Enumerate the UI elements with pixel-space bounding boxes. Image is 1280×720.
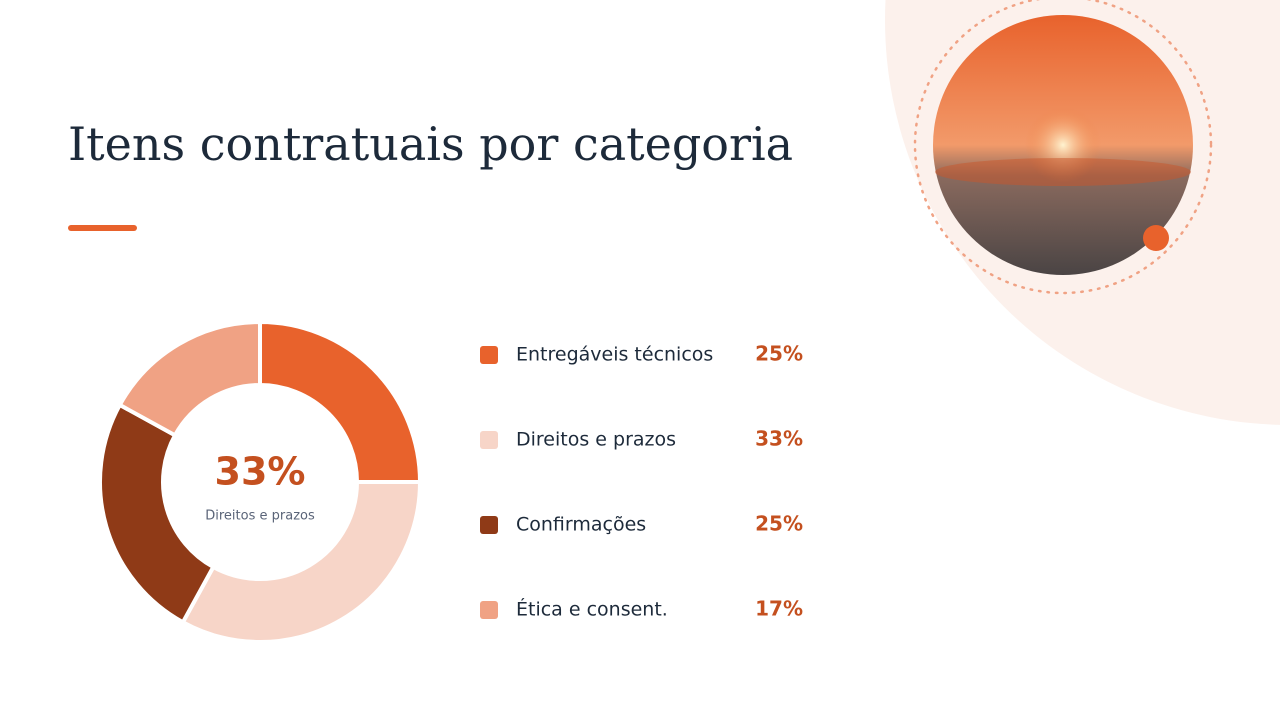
slide-title: Itens contratuais por categoria <box>68 117 793 171</box>
legend-label: Confirmações <box>516 514 646 536</box>
title-underline <box>68 225 137 231</box>
legend-value: 25% <box>755 512 803 536</box>
legend-value: 17% <box>755 597 803 621</box>
accent-dot <box>1143 225 1169 251</box>
legend-label: Ética e consent. <box>516 598 668 621</box>
dotted-ring <box>913 0 1213 295</box>
donut-segment <box>98 402 216 625</box>
donut-segment <box>117 319 262 438</box>
center-label: Direitos e prazos <box>205 509 315 524</box>
legend-swatch <box>480 346 498 364</box>
center-value: 33% <box>215 450 306 494</box>
legend-swatch <box>480 601 498 619</box>
legend-value: 25% <box>755 342 803 366</box>
legend: Entregáveis técnicos 25% Direitos e prazos… <box>480 342 803 621</box>
donut-segment <box>258 319 423 484</box>
donut-chart <box>98 319 423 644</box>
legend-swatch <box>480 516 498 534</box>
legend-label: Entregáveis técnicos <box>516 344 713 366</box>
legend-swatch <box>480 431 498 449</box>
donut-segment <box>180 480 423 644</box>
legend-value: 33% <box>755 427 803 451</box>
illustration-wave <box>935 158 1191 186</box>
legend-label: Direitos e prazos <box>516 429 676 451</box>
